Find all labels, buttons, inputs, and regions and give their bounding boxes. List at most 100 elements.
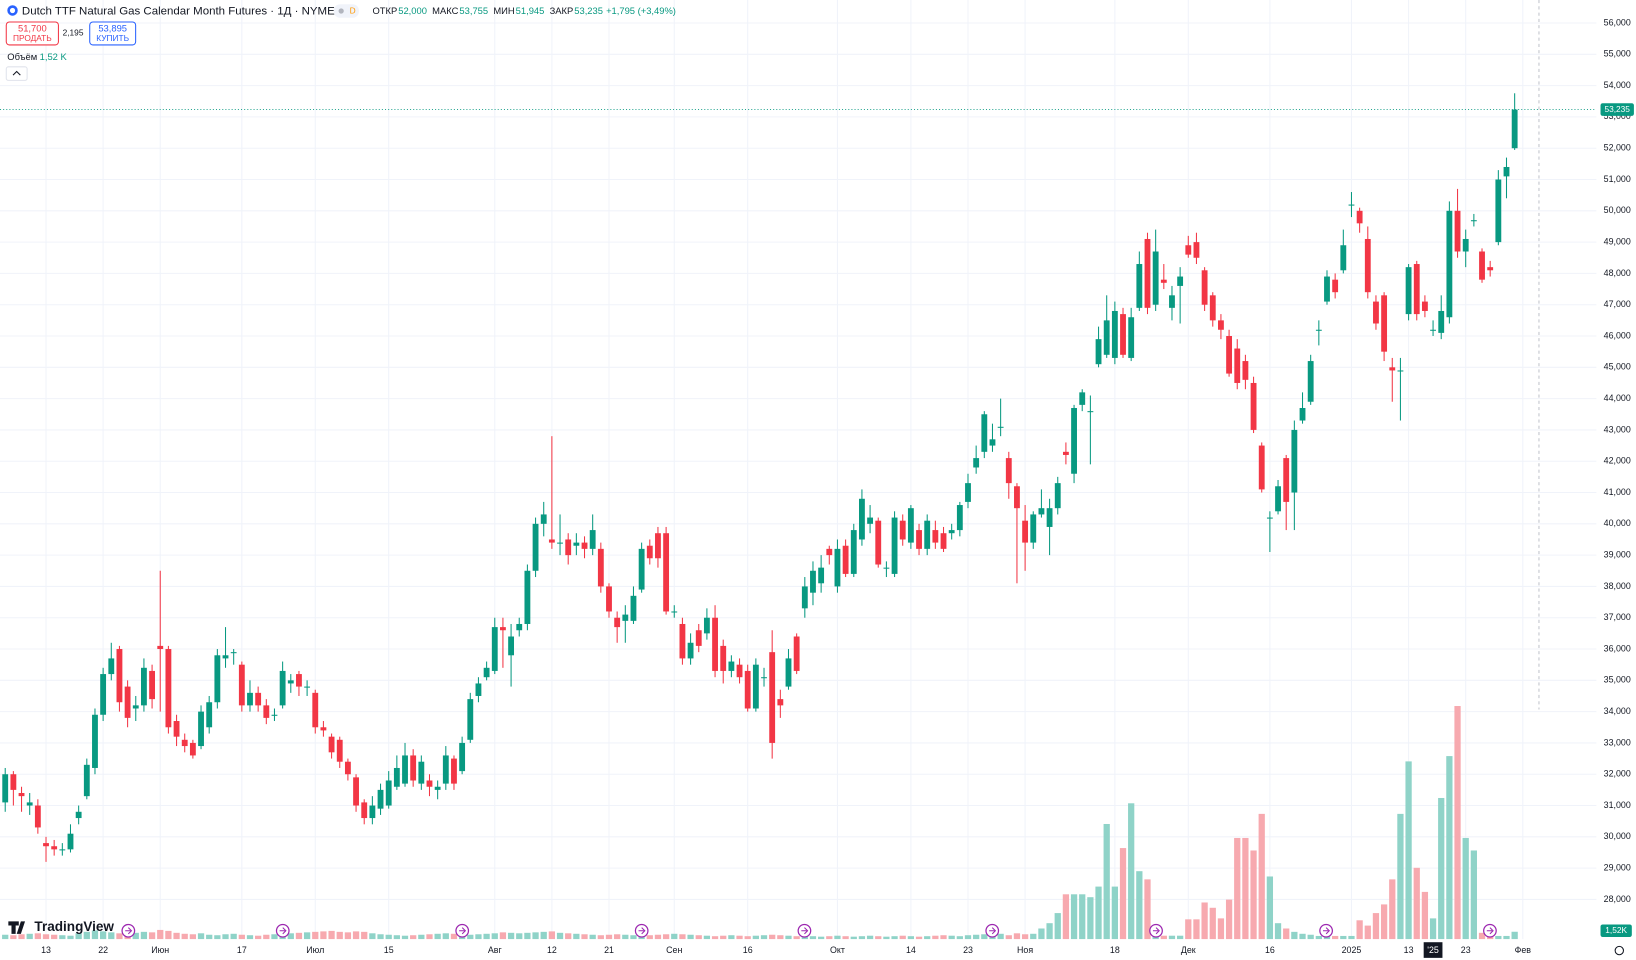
x-tick-label: Окт — [830, 945, 845, 955]
y-tick-label: 40,000 — [1604, 518, 1631, 528]
volume-bar — [1372, 913, 1380, 940]
volume-bar — [964, 935, 972, 940]
volume-bar — [1177, 935, 1184, 940]
candle-body — [451, 758, 457, 784]
candle-body — [516, 623, 523, 631]
buy-button[interactable] — [89, 21, 137, 46]
candle-body — [867, 517, 874, 524]
event-icon[interactable] — [1483, 923, 1497, 938]
candle-body — [818, 567, 825, 584]
candle-body — [467, 699, 474, 740]
volume-bar — [328, 930, 335, 940]
y-tick-label: 45,000 — [1604, 362, 1631, 372]
volume-bar — [524, 932, 531, 940]
volume-bar — [1389, 879, 1396, 940]
candle-body — [263, 705, 270, 718]
volume-bar — [883, 936, 890, 940]
candle-body — [1095, 339, 1102, 365]
candle-body — [198, 711, 204, 747]
buy-label[interactable]: КУПИТЬ — [96, 33, 129, 43]
volume-bar — [165, 930, 172, 940]
candle-body — [173, 721, 180, 737]
candle-body — [1014, 486, 1020, 509]
volume-bar — [1054, 913, 1061, 940]
sell-label[interactable]: ПРОДАТЬ — [13, 33, 52, 43]
volume-bar — [1234, 837, 1241, 940]
volume-bar — [312, 931, 319, 940]
event-icon[interactable] — [1149, 923, 1163, 938]
candle-body — [1389, 367, 1396, 371]
logo: TradingView — [34, 919, 114, 934]
ohlc-label: МАКС — [432, 5, 458, 16]
candle-body — [1495, 179, 1502, 243]
candle-body — [736, 664, 743, 678]
spread: 2,195 — [63, 28, 84, 38]
event-icon[interactable] — [275, 923, 290, 938]
event-icon[interactable] — [455, 923, 470, 938]
event-icon[interactable] — [985, 923, 1000, 938]
volume-bar — [973, 934, 980, 940]
candle-body — [222, 655, 229, 659]
settings-icon — [1614, 945, 1625, 956]
sell-price[interactable]: 51,700 — [18, 23, 47, 34]
ohlc-label: ОТКР — [372, 5, 397, 16]
candle-body — [557, 542, 563, 544]
volume-bar — [834, 935, 841, 940]
volume-bar — [336, 931, 343, 940]
event-icon[interactable] — [1319, 923, 1334, 938]
candle-body — [214, 655, 221, 703]
candle-body — [238, 664, 245, 706]
volume-bar — [899, 935, 906, 940]
x-tick-label: 21 — [604, 945, 614, 955]
collapse-button[interactable] — [5, 66, 28, 81]
candle-body — [630, 595, 637, 621]
badge-dot — [338, 8, 344, 14]
candle-body — [1479, 251, 1485, 280]
candle-body — [442, 755, 449, 784]
sell-button[interactable] — [5, 21, 59, 46]
volume-bar — [410, 935, 417, 940]
event-icon[interactable] — [797, 923, 812, 938]
x-tick-label: Июн — [151, 945, 169, 955]
x-tick-label: Дек — [1181, 945, 1196, 955]
candle-body — [59, 849, 66, 851]
candle-body — [1144, 238, 1151, 308]
volume-bar — [1111, 886, 1118, 940]
candle-body — [524, 570, 531, 624]
candle-body — [1397, 370, 1404, 372]
candle-body — [720, 645, 727, 671]
candle-body — [1405, 267, 1412, 315]
candle-body — [965, 483, 971, 502]
volume-bar — [467, 934, 474, 940]
volume-bar — [1266, 876, 1274, 940]
candle-body — [1193, 242, 1200, 258]
candle-body — [1381, 295, 1388, 352]
volume-title: Объём — [7, 51, 37, 62]
candle-body — [1218, 320, 1224, 330]
crosshair-label-bg — [1423, 942, 1443, 958]
candle-body — [777, 699, 784, 706]
y-tick-label: 35,000 — [1604, 675, 1631, 685]
volume-bar — [981, 934, 988, 940]
volume-bar — [1495, 935, 1502, 940]
volume-bar — [1364, 925, 1371, 940]
x-tick-label: 23 — [963, 945, 973, 955]
y-tick-label: 43,000 — [1604, 424, 1631, 434]
candle-body — [328, 736, 335, 753]
volume-bar — [1030, 933, 1037, 940]
events — [121, 923, 1497, 938]
volume-bar — [148, 932, 156, 940]
candle-body — [1071, 408, 1077, 474]
candle-body — [279, 670, 286, 706]
x-tick-label: 16 — [743, 945, 753, 955]
buy-price[interactable]: 53,895 — [98, 23, 127, 34]
volume-bar — [785, 935, 792, 940]
volume-bar — [614, 934, 621, 940]
volume-bar — [344, 932, 352, 940]
event-arrow — [459, 927, 467, 935]
event-icon[interactable] — [634, 923, 649, 938]
volume-bar — [1258, 813, 1265, 940]
symbol-title: Dutch TTF Natural Gas Calendar Month Fut… — [22, 6, 343, 18]
event-icon[interactable] — [121, 923, 136, 938]
